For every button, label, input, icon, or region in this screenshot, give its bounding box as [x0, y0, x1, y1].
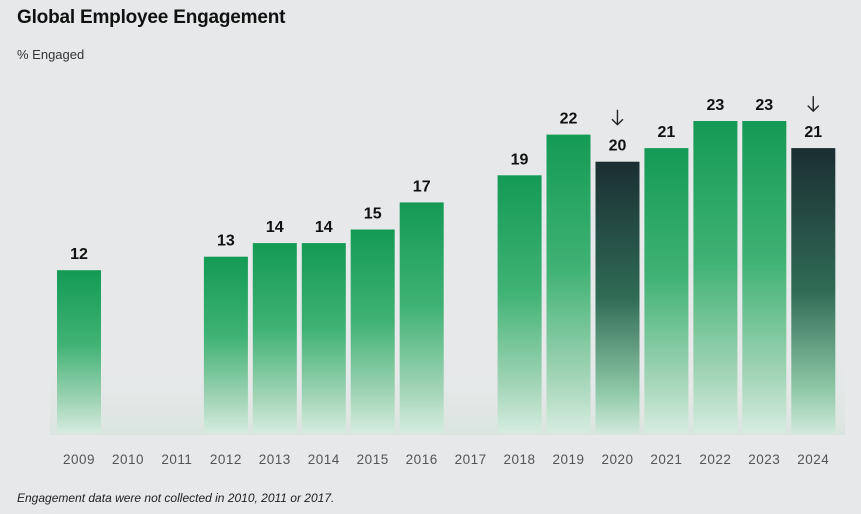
- data-label-2016: 17: [413, 178, 431, 195]
- footnote: Engagement data were not collected in 20…: [17, 491, 335, 505]
- data-label-2022: 23: [707, 97, 725, 114]
- x-axis-ticks: 2009 2010 2011 2012 2013 2014 2015 2016 2017 2018…: [63, 452, 829, 467]
- bar-2015: [350, 229, 395, 433]
- chart-title: Global Employee Engagement: [17, 7, 286, 28]
- data-label-2009: 12: [70, 246, 88, 263]
- data-label-2015: 15: [364, 206, 382, 223]
- data-label-2012: 13: [217, 233, 235, 250]
- y-axis-label: % Engaged: [17, 47, 85, 62]
- data-label-2013: 14: [266, 219, 284, 236]
- arrow-down-icon: [611, 109, 624, 126]
- bar-2022: [693, 121, 738, 433]
- bar-2020: [595, 161, 640, 433]
- tick-label-2010: 2010: [112, 452, 144, 467]
- bar-2021: [644, 148, 689, 433]
- bar-2023: [742, 121, 787, 433]
- data-label-2020: 20: [609, 138, 627, 155]
- tick-label-2009: 2009: [63, 452, 95, 467]
- bar-2024: [791, 148, 836, 433]
- tick-label-2017: 2017: [455, 452, 487, 467]
- data-label-2024: 21: [804, 124, 822, 141]
- data-label-2023: 23: [755, 97, 773, 114]
- bar-2016: [399, 202, 444, 433]
- bar-2018: [497, 175, 542, 434]
- tick-label-2011: 2011: [161, 452, 192, 467]
- bar-2019: [546, 134, 591, 433]
- tick-label-2024: 2024: [797, 452, 829, 467]
- bars: [57, 121, 836, 434]
- data-label-2014: 14: [315, 219, 333, 236]
- tick-label-2022: 2022: [699, 452, 731, 467]
- tick-label-2019: 2019: [552, 452, 584, 467]
- tick-label-2012: 2012: [210, 452, 242, 467]
- data-labels: 12 13 14 14 15 17 19 22 20 21 23 23 21: [70, 96, 822, 263]
- tick-label-2016: 2016: [406, 452, 438, 467]
- tick-label-2014: 2014: [308, 452, 340, 467]
- bar-2014: [301, 243, 346, 433]
- bar-2009: [57, 270, 101, 433]
- tick-label-2015: 2015: [357, 452, 389, 467]
- data-label-2018: 19: [511, 151, 529, 168]
- tick-label-2018: 2018: [503, 452, 535, 467]
- data-label-2021: 21: [658, 124, 676, 141]
- tick-label-2021: 2021: [650, 452, 682, 467]
- tick-label-2023: 2023: [748, 452, 780, 467]
- tick-label-2020: 2020: [601, 452, 633, 467]
- bar-2013: [252, 243, 297, 433]
- bar-2012: [203, 256, 248, 433]
- tick-label-2013: 2013: [259, 452, 291, 467]
- data-label-2019: 22: [560, 111, 578, 128]
- arrow-down-icon: [807, 96, 820, 113]
